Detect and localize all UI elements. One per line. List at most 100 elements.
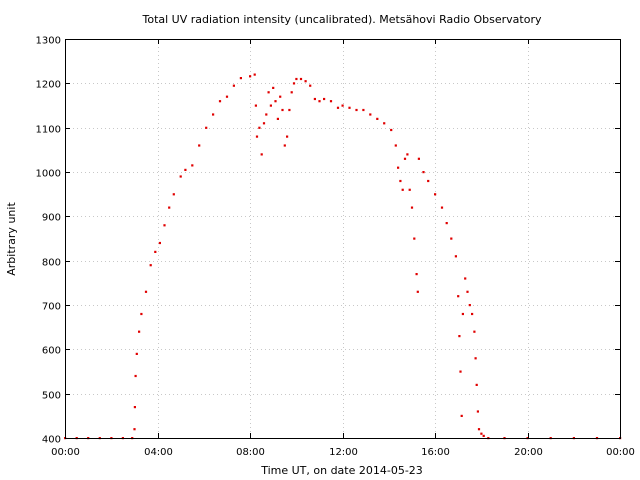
data-point bbox=[140, 312, 143, 316]
data-point bbox=[323, 97, 326, 101]
data-point bbox=[274, 100, 277, 103]
data-point bbox=[362, 108, 365, 112]
data-point bbox=[313, 97, 316, 101]
data-point bbox=[198, 144, 201, 147]
data-point bbox=[445, 222, 448, 225]
data-point bbox=[255, 135, 259, 138]
data-point bbox=[239, 77, 242, 80]
data-point bbox=[457, 295, 460, 298]
data-point bbox=[292, 82, 296, 85]
data-point bbox=[329, 100, 333, 103]
data-point bbox=[138, 330, 141, 333]
data-point bbox=[403, 157, 407, 160]
data-point bbox=[383, 122, 386, 125]
data-point bbox=[135, 352, 138, 355]
data-point bbox=[258, 126, 261, 129]
y-tick-label: 1300 bbox=[36, 36, 61, 47]
data-point bbox=[283, 144, 286, 147]
data-point bbox=[168, 206, 171, 209]
data-point bbox=[249, 75, 252, 78]
data-point bbox=[254, 104, 257, 107]
data-point bbox=[480, 432, 483, 435]
data-point bbox=[133, 428, 136, 431]
data-point bbox=[163, 224, 166, 227]
data-point bbox=[281, 108, 284, 112]
data-point bbox=[218, 100, 222, 103]
chart-title: Total UV radiation intensity (uncalibrat… bbox=[142, 13, 542, 26]
y-tick-label: 900 bbox=[42, 213, 61, 224]
data-point bbox=[191, 164, 194, 167]
data-point bbox=[290, 91, 293, 94]
data-point bbox=[232, 84, 235, 87]
data-point bbox=[408, 188, 411, 191]
data-point bbox=[410, 206, 414, 209]
data-point bbox=[276, 117, 279, 120]
data-point bbox=[397, 166, 400, 169]
data-point bbox=[355, 108, 358, 112]
x-tick-label: 16:00 bbox=[421, 447, 450, 458]
y-tick-label: 600 bbox=[42, 346, 61, 357]
data-point bbox=[401, 188, 404, 191]
data-point bbox=[267, 91, 270, 94]
x-tick-label: 00:00 bbox=[606, 447, 635, 458]
x-tick-label: 04:00 bbox=[144, 447, 173, 458]
data-point bbox=[461, 312, 464, 316]
data-point bbox=[309, 84, 312, 87]
data-point bbox=[348, 106, 351, 109]
data-point bbox=[286, 135, 289, 138]
data-point bbox=[154, 250, 157, 253]
y-tick-label: 400 bbox=[42, 435, 61, 446]
data-point bbox=[450, 237, 453, 240]
x-tick-label: 12:00 bbox=[329, 447, 358, 458]
data-point bbox=[466, 290, 469, 293]
data-point bbox=[225, 95, 229, 98]
data-point bbox=[288, 108, 291, 112]
data-point bbox=[406, 153, 409, 156]
data-point bbox=[265, 113, 268, 116]
data-point bbox=[390, 128, 393, 132]
data-point bbox=[422, 171, 425, 174]
y-axis: 400 500 600 700 800 900 1000 1100 1200 1300 bbox=[36, 36, 620, 446]
data-point bbox=[269, 104, 272, 107]
y-tick-label: 1200 bbox=[36, 80, 61, 91]
data-point bbox=[144, 290, 148, 293]
data-point bbox=[477, 428, 481, 431]
data-point bbox=[459, 370, 462, 373]
data-point bbox=[279, 95, 282, 98]
data-point bbox=[440, 206, 444, 209]
x-axis: 00:00 04:00 08:00 12:00 16:00 20:00 00:00 bbox=[51, 39, 635, 458]
y-tick-label: 1100 bbox=[36, 125, 61, 136]
data-point bbox=[158, 241, 161, 245]
data-point bbox=[399, 179, 402, 183]
y-axis-title: Arbitrary unit bbox=[5, 202, 18, 276]
data-point bbox=[482, 434, 485, 437]
data-point bbox=[212, 113, 215, 116]
data-point bbox=[471, 312, 474, 316]
data-point bbox=[253, 73, 256, 76]
data-point bbox=[184, 168, 187, 171]
data-point bbox=[460, 414, 463, 417]
data-point bbox=[427, 179, 430, 183]
data-point bbox=[295, 77, 298, 81]
data-point bbox=[458, 335, 461, 338]
grid-lines bbox=[65, 39, 620, 438]
y-tick-label: 500 bbox=[42, 391, 61, 402]
data-point bbox=[417, 157, 420, 160]
y-tick-label: 800 bbox=[42, 258, 61, 269]
data-point bbox=[434, 193, 437, 196]
data-point bbox=[369, 113, 372, 116]
data-point bbox=[299, 77, 303, 81]
data-point bbox=[318, 100, 321, 103]
data-point bbox=[475, 383, 478, 386]
data-point bbox=[416, 290, 419, 293]
data-point bbox=[134, 374, 137, 378]
data-point bbox=[464, 277, 467, 280]
data-point bbox=[179, 175, 182, 178]
data-point bbox=[205, 126, 208, 129]
x-tick-label: 20:00 bbox=[514, 447, 543, 458]
y-tick-label: 1000 bbox=[36, 169, 61, 180]
data-point bbox=[149, 264, 152, 267]
data-point bbox=[172, 193, 175, 196]
data-point bbox=[262, 122, 266, 125]
